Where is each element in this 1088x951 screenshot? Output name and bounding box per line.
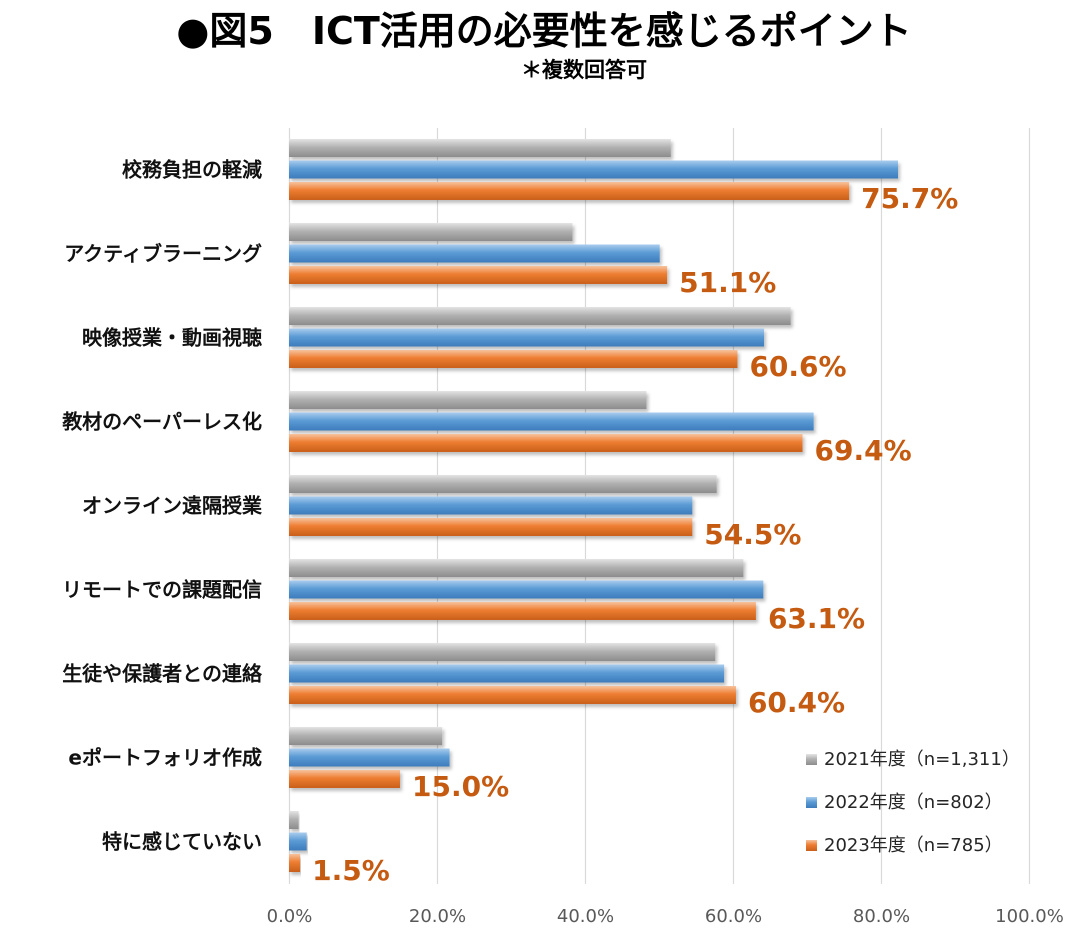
bar-3 [289,350,738,368]
bar-1 [289,727,443,745]
legend-swatch [806,797,817,808]
bar-2 [289,832,307,851]
category-label: リモートでの課題配信 [62,578,262,602]
category-label: 生徒や保護者との連絡 [62,662,263,686]
legend-label: 2022年度（n=802） [824,792,1003,813]
bar-3 [289,182,850,200]
bar-3 [289,602,756,620]
x-tick-label: 80.0% [853,906,910,927]
label-layer: 0.0% 20.0% 40.0% 60.0% 80.0% 100.0% 校務負担の軽減 75.… [62,158,1064,928]
chart-title: ●図5 ICT活用の必要性を感じるポイント [176,9,912,53]
legend-label: 2023年度（n=785） [824,835,1003,856]
category-label: オンライン遠隔授業 [82,494,263,518]
data-label: 60.6% [749,350,846,383]
category-label: アクティブラーニング [64,242,262,266]
bar-2 [289,244,660,263]
bar-1 [289,559,744,577]
bar-2 [289,328,765,347]
bar-1 [289,391,647,409]
category-label: 校務負担の軽減 [122,158,262,182]
chart-subtitle: ＊複数回答可 [521,58,647,82]
bar-3 [289,518,693,536]
data-label: 51.1% [679,266,776,299]
bar-1 [289,307,791,325]
bar-1 [289,811,299,829]
data-label: 1.5% [312,854,390,887]
bar-2 [289,412,814,431]
data-label: 54.5% [704,518,801,551]
legend-swatch [806,840,817,851]
x-tick-label: 60.0% [705,906,762,927]
bar-2 [289,664,725,683]
legend: 2021年度（n=1,311） 2022年度（n=802） 2023年度（n=785… [806,749,1020,856]
x-tick-label: 0.0% [267,906,313,927]
legend-label: 2021年度（n=1,311） [824,749,1020,770]
bar-1 [289,223,573,241]
data-label: 75.7% [861,182,958,215]
bar-3 [289,266,668,284]
bar-3 [289,854,301,872]
data-label: 15.0% [412,770,509,803]
data-label: 69.4% [815,434,912,467]
bar-1 [289,139,671,157]
x-tick-label: 40.0% [557,906,614,927]
data-label: 63.1% [768,602,865,635]
bar-3 [289,686,736,704]
category-label: eポートフォリオ作成 [68,746,262,770]
bar-2 [289,160,899,179]
legend-swatch [806,754,817,765]
bar-1 [289,475,717,493]
bar-1 [289,643,716,661]
bar-2 [289,496,693,515]
bar-2 [289,580,764,599]
category-label: 映像授業・動画視聴 [82,326,262,350]
bar-3 [289,434,803,452]
bar-2 [289,748,450,767]
bar-layer [289,139,899,872]
bar-3 [289,770,400,788]
category-label: 特に感じていない [102,830,262,854]
category-label: 教材のペーパーレス化 [62,410,262,434]
data-label: 60.4% [748,686,845,719]
x-tick-label: 20.0% [409,906,466,927]
x-tick-label: 100.0% [995,906,1064,927]
